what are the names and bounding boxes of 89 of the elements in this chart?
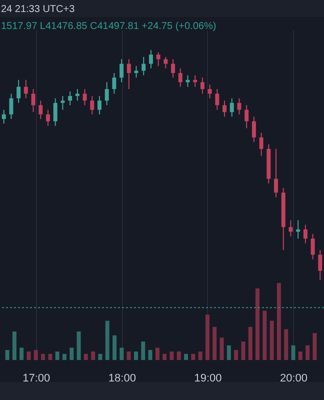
candlestick [38,100,43,120]
bar [162,354,167,360]
candlestick [75,88,80,102]
bar [120,348,124,360]
candlestick [120,58,124,83]
bar [41,354,46,360]
bar [255,288,260,360]
candlestick [31,88,36,113]
candlestick [90,96,94,115]
candlestick [68,90,72,106]
bar [26,352,31,360]
bar [198,352,202,360]
candlestick [82,88,87,106]
candlestick [215,88,220,110]
bar [112,335,117,360]
candlestick [97,96,102,115]
candlestick [288,220,293,237]
candlestick [142,56,146,76]
bar [234,350,238,360]
bar [284,329,288,360]
bar [84,354,88,360]
bar [70,348,74,360]
candlestick [46,109,50,126]
candlestick [60,96,65,110]
bar [155,348,160,360]
candlestick [237,98,242,115]
candlestick [178,68,182,88]
bar [5,350,10,360]
bar [276,283,281,360]
candlestick [310,234,315,260]
bar [91,352,96,360]
text: 1517.97 L41476.85 C41497.81 +24.75 (+0.06%) [1,21,216,32]
bar [298,352,302,360]
bar [170,352,174,360]
bar [126,352,131,360]
bar [62,354,66,360]
candlestick [148,50,153,69]
candlestick [208,84,212,99]
bar [270,320,274,360]
candlestick [252,116,256,142]
bar [134,352,138,360]
candlestick [9,93,14,120]
candlestick [104,82,109,106]
x-tick-label: 20:00 [280,372,308,384]
candlestick [24,79,28,99]
bar [141,342,146,360]
x-tick-label: 17:00 [22,372,50,384]
candlestick [244,104,249,129]
x-tick-label: 19:00 [194,372,222,384]
bar [148,350,152,360]
candlestick [164,56,168,69]
bar [291,345,296,360]
bar [48,354,52,360]
bar [55,352,60,360]
candlestick [16,79,21,104]
candlestick [126,58,131,90]
bar [20,348,24,360]
bar [205,314,210,360]
bar [248,326,252,360]
candlestick [274,148,278,198]
candlestick [230,98,234,118]
candlestick [200,77,204,94]
bar [262,310,267,360]
x-tick-label: 18:00 [108,372,136,384]
bar [105,320,110,360]
bar [98,354,102,360]
bar [191,354,196,360]
bar [220,338,224,360]
candlestick [2,109,6,124]
candlestick [318,250,322,280]
bar [184,354,188,360]
bar [12,332,16,360]
candlestick [303,224,308,244]
candlestick [53,98,58,126]
text: 24 21:33 UTC+3 [1,4,75,15]
bar [241,342,246,360]
candlestick [156,52,160,67]
bar [312,333,317,360]
bar [176,352,181,360]
bar [226,345,231,360]
bar [34,350,38,360]
bar [76,332,81,360]
candlestick [112,72,116,94]
candlestick [134,66,138,78]
candlestick [222,100,227,118]
candlestick [171,58,176,78]
candlestick [259,132,264,156]
bar [306,345,310,360]
bar [212,326,217,360]
